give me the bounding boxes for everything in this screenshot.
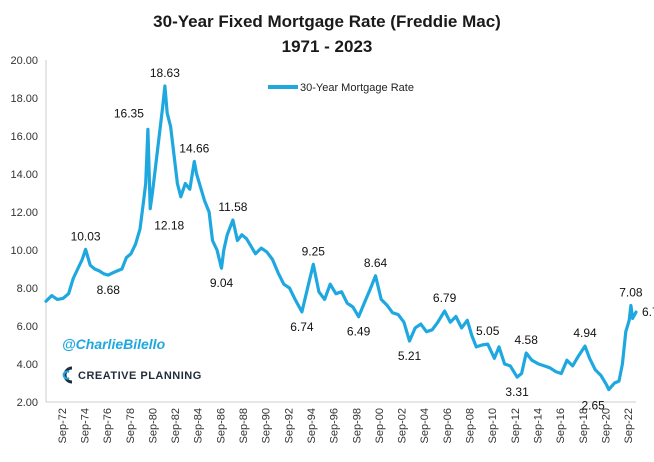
x-tick-label: Sep-92 bbox=[283, 408, 295, 443]
y-tick-label: 2.00 bbox=[17, 397, 38, 409]
y-tick-labels: 2.00 4.00 6.00 8.00 10.00 12.00 14.00 16.00 18.0… bbox=[10, 55, 38, 409]
data-label: 2.65 bbox=[581, 399, 605, 413]
x-tick-label: Sep-98 bbox=[351, 408, 363, 443]
x-tick-label: Sep-72 bbox=[57, 408, 69, 443]
data-label: 3.31 bbox=[505, 385, 529, 399]
data-label: 6.49 bbox=[347, 325, 371, 339]
x-tick-label: Sep-82 bbox=[170, 408, 182, 443]
x-tick-label: Sep-16 bbox=[555, 408, 567, 443]
legend-label: 30-Year Mortgage Rate bbox=[300, 82, 414, 94]
creative-planning-logo-icon bbox=[62, 366, 73, 384]
x-tick-label: Sep-86 bbox=[215, 408, 227, 443]
x-tick-label: Sep-84 bbox=[193, 408, 205, 443]
twitter-handle: @CharlieBilello bbox=[62, 336, 166, 352]
data-label: 5.05 bbox=[476, 324, 500, 338]
x-tick-label: Sep-06 bbox=[442, 408, 454, 443]
data-label: 8.68 bbox=[97, 283, 121, 297]
chart-title: 30-Year Fixed Mortgage Rate (Freddie Mac… bbox=[153, 12, 501, 31]
y-tick-label: 14.00 bbox=[10, 169, 38, 181]
x-tick-label: Sep-80 bbox=[147, 408, 159, 443]
data-label: 14.66 bbox=[179, 142, 209, 156]
data-label: 8.64 bbox=[364, 256, 388, 270]
data-label: 5.21 bbox=[398, 349, 422, 363]
data-label: 12.18 bbox=[154, 219, 184, 233]
y-tick-label: 20.00 bbox=[10, 55, 38, 67]
x-tick-label: Sep-08 bbox=[465, 408, 477, 443]
x-tick-label: Sep-10 bbox=[487, 408, 499, 443]
x-tick-label: Sep-94 bbox=[306, 408, 318, 443]
data-label: 9.04 bbox=[210, 276, 234, 290]
x-tick-label: Sep-20 bbox=[600, 408, 612, 443]
x-tick-label: Sep-12 bbox=[510, 408, 522, 443]
x-tick-label: Sep-04 bbox=[419, 408, 431, 443]
data-label: 9.25 bbox=[302, 244, 326, 258]
data-label: 11.58 bbox=[218, 200, 247, 214]
x-tick-label: Sep-00 bbox=[374, 408, 386, 443]
y-tick-label: 18.00 bbox=[10, 93, 38, 105]
x-tick-label: Sep-96 bbox=[329, 408, 341, 443]
chart-subtitle: 1971 - 2023 bbox=[282, 37, 373, 56]
data-labels: 10.03 8.68 16.35 12.18 18.63 14.66 9.04 11.58 6.… bbox=[71, 66, 654, 413]
x-tick-label: Sep-74 bbox=[80, 408, 92, 443]
x-tick-label: Sep-90 bbox=[261, 408, 273, 443]
x-tick-label: Sep-88 bbox=[238, 408, 250, 443]
series-line-30-year-mortgage-rate bbox=[44, 84, 638, 392]
data-label: 18.63 bbox=[150, 66, 180, 80]
data-label: 6.74 bbox=[290, 320, 314, 334]
y-tick-label: 12.00 bbox=[10, 207, 38, 219]
y-tick-label: 8.00 bbox=[17, 283, 38, 295]
data-label: 7.08 bbox=[619, 286, 643, 300]
x-tick-label: Sep-18 bbox=[578, 408, 590, 443]
data-label: 6.79 bbox=[433, 291, 457, 305]
x-tick-label: Sep-76 bbox=[102, 408, 114, 443]
y-tick-label: 16.00 bbox=[10, 131, 38, 143]
y-tick-label: 4.00 bbox=[17, 359, 38, 371]
brand-name: CREATIVE PLANNING bbox=[78, 370, 202, 382]
y-tick-label: 10.00 bbox=[10, 245, 38, 257]
x-tick-label: Sep-22 bbox=[623, 408, 635, 443]
x-tick-label: Sep-02 bbox=[397, 408, 409, 443]
legend: 30-Year Mortgage Rate bbox=[268, 82, 414, 94]
brand-logo: CREATIVE PLANNING bbox=[62, 366, 202, 384]
data-label: 6.73 bbox=[642, 305, 654, 319]
data-label: 4.94 bbox=[573, 326, 597, 340]
x-tick-label: Sep-14 bbox=[532, 408, 544, 443]
data-label: 10.03 bbox=[71, 229, 101, 243]
data-label: 16.35 bbox=[114, 106, 144, 120]
data-label: 4.58 bbox=[515, 333, 539, 347]
x-tick-label: Sep-78 bbox=[125, 408, 137, 443]
x-tick-labels: Sep-72 Sep-74 Sep-76 Sep-78 Sep-80 Sep-82 Sep-… bbox=[57, 408, 635, 443]
y-tick-label: 6.00 bbox=[17, 321, 38, 333]
